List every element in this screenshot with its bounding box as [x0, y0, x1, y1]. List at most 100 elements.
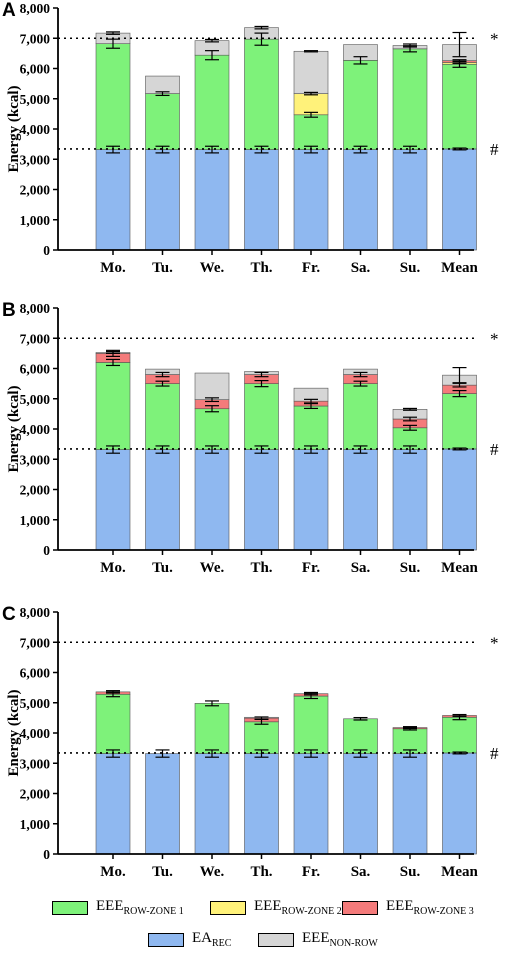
panel-c-bar-ea [244, 753, 279, 855]
legend-label-ea: EAREC [192, 930, 232, 949]
panel-c-bar-zone1 [244, 721, 279, 754]
panel-b-reference-label: # [490, 440, 499, 459]
panel-b-bar-zone1 [293, 405, 329, 450]
panel-c-reference-label: # [490, 744, 499, 763]
panel-a-x-tick-label: Mo. [100, 260, 126, 276]
panel-c-bar-zone1 [293, 695, 329, 754]
panel-c-y-tick-label: 8,000 [20, 605, 51, 620]
panel-a-x-tick-label: Th. [250, 260, 272, 276]
panel-c-y-tick-label: 7,000 [20, 635, 51, 650]
panel-b-bar-ea [244, 449, 279, 551]
panel-b-y-axis-label: Energy (kcal) [6, 385, 22, 472]
panel-b-x-tick-label: Mo. [100, 560, 126, 576]
legend-item-zone2: EEEROW-ZONE 2 [210, 898, 342, 917]
panel-a-x-tick-label: We. [200, 260, 225, 276]
panel-c-x-tick-label: Mean [441, 864, 478, 880]
panel-c-bar-ea [145, 753, 180, 855]
legend: EEEROW-ZONE 1 EEEROW-ZONE 2 EEEROW-ZONE … [0, 896, 505, 953]
panel-b-x-tick-label: Mean [441, 560, 478, 576]
panel-a-y-tick-label: 1,000 [20, 213, 51, 228]
legend-label-zone2: EEEROW-ZONE 2 [254, 898, 342, 917]
panel-b-bar-zone1 [194, 408, 230, 450]
legend-label-zone1: EEEROW-ZONE 1 [96, 898, 184, 917]
panel-b-bar-zone1 [343, 383, 378, 450]
panel-c-reference-label: * [490, 633, 499, 652]
panel-b-x-tick-label: Th. [250, 560, 272, 576]
panel-a-y-tick-label: 4,000 [20, 122, 51, 137]
panel-b-y-tick-label: 6,000 [20, 362, 51, 377]
panel-b-x-tick-label: Fr. [302, 560, 320, 576]
panel-c-x-tick-label: Sa. [351, 864, 371, 880]
legend-swatch-zone2 [210, 900, 246, 915]
panel-b-y-tick-label: 5,000 [20, 392, 51, 407]
panel-a-bar-ea [244, 149, 279, 251]
panel-b-y-tick-label: 4,000 [20, 422, 51, 437]
panel-b-x-tick-label: Tu. [152, 560, 173, 576]
panel-a-x-tick-label: Mean [441, 260, 478, 276]
panel-a-bar-zone1 [244, 38, 279, 150]
panel-b-bar-ea [194, 449, 230, 551]
panel-c-bar-ea [293, 753, 329, 855]
panel-b-reference-label: * [490, 329, 499, 348]
panel-c-bar-zone1 [442, 716, 477, 754]
panel-b-y-tick-label: 1,000 [20, 513, 51, 528]
figure-panels: A Energy (kcal) Mo. Tu. We. Th. Fr. Sa. Su. Mean *… [2, 0, 499, 880]
panel-c-x-tick-label: Su. [400, 864, 421, 880]
panel-a-bar-zone1 [145, 93, 180, 150]
panel-c-x-tick-label: Mo. [100, 864, 126, 880]
panel-b-letter: B [2, 300, 16, 321]
legend-item-zone3: EEEROW-ZONE 3 [342, 898, 474, 917]
panel-c-y-tick-label: 0 [43, 847, 50, 862]
panel-b-x-tick-label: Sa. [351, 560, 371, 576]
panel-c-x-tick-label: Th. [250, 864, 272, 880]
panel-b-y-tick-label: 3,000 [20, 452, 51, 467]
panel-a-bar-zone1 [343, 60, 378, 150]
panel-c-letter: C [2, 604, 16, 625]
panel-a-y-tick-label: 5,000 [20, 92, 51, 107]
panel-c-bar-ea [194, 753, 230, 855]
panel-c-y-tick-label: 1,000 [20, 817, 51, 832]
panel-c-bar-zone1 [95, 693, 131, 754]
panel-b-y-tick-label: 2,000 [20, 483, 51, 498]
panel-a-bar-ea [95, 149, 131, 251]
panel-b-bar-zone1 [95, 362, 131, 450]
panel-c-y-tick-label: 6,000 [20, 666, 51, 681]
legend-swatch-zone1 [52, 900, 88, 915]
panel-a-y-tick-label: 3,000 [20, 152, 51, 167]
panel-a-y-tick-label: 7,000 [20, 31, 51, 46]
panel-a-letter: A [2, 0, 16, 21]
panel-a-y-tick-label: 2,000 [20, 183, 51, 198]
panel-a-bar-ea [343, 149, 378, 251]
panel-b-bar-zone1 [442, 393, 477, 450]
panel-a-y-axis-label: Energy (kcal) [6, 85, 22, 172]
panel-b-y-tick-label: 8,000 [20, 301, 51, 316]
panel-c-x-tick-label: We. [200, 864, 225, 880]
panel-a-bar-zone1 [194, 54, 230, 150]
panel-b-bar-ea [145, 449, 180, 551]
panel-a-bar-zone1 [293, 114, 329, 150]
panel-a-x-tick-label: Su. [400, 260, 421, 276]
panel-b-y-tick-label: 7,000 [20, 331, 51, 346]
panel-b-x-tick-label: We. [200, 560, 225, 576]
panel-c-bar-zone1 [194, 703, 230, 754]
panel-a-bar-ea [145, 149, 180, 251]
legend-item-ea: EAREC [148, 930, 231, 949]
panel-a-bar-ea [293, 149, 329, 251]
panel-a-reference-label: # [490, 140, 499, 159]
panel-c-bar-ea [392, 753, 428, 855]
panel-b-bar-ea [343, 449, 378, 551]
legend-item-nonrow: EEENON-ROW [258, 930, 378, 949]
panel-c-y-tick-label: 5,000 [20, 696, 51, 711]
panel-a-bar-zone1 [95, 43, 131, 150]
panel-c-y-axis-label: Energy (kcal) [6, 689, 22, 776]
panel-a-bar-ea [194, 149, 230, 251]
panel-a-bar-nonrow [293, 50, 329, 94]
panel-a-y-tick-label: 6,000 [20, 62, 51, 77]
panel-b-bar-zone1 [244, 383, 279, 450]
panel-c-bar-ea [95, 753, 131, 855]
panel-a-bar-zone2 [293, 93, 329, 116]
panel-a-y-tick-label: 0 [43, 243, 50, 258]
panel-a-x-tick-label: Tu. [152, 260, 173, 276]
legend-label-zone3: EEEROW-ZONE 3 [386, 898, 474, 917]
panel-c-y-tick-label: 3,000 [20, 756, 51, 771]
